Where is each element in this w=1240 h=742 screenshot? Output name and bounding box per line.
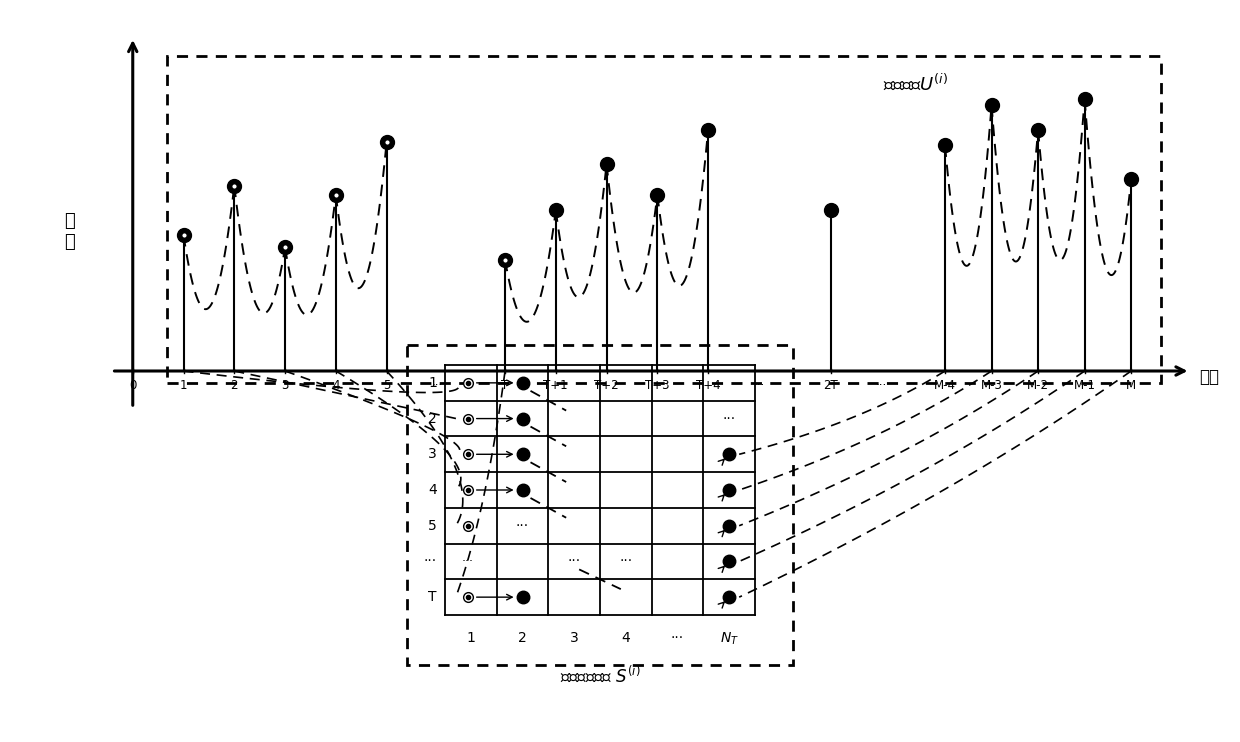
Text: ···: ··· [619,554,632,568]
Text: ···: ··· [875,378,887,392]
Text: T+4: T+4 [696,378,720,392]
Text: ···: ··· [424,554,436,568]
Text: 3: 3 [570,631,579,645]
Text: ···: ··· [753,378,765,392]
Text: 1: 1 [428,376,436,390]
Text: 3: 3 [428,447,436,462]
Text: T: T [429,590,436,604]
Text: 时间序列矩阵 $S^{(i)}$: 时间序列矩阵 $S^{(i)}$ [559,665,640,686]
Text: 样本: 样本 [1199,368,1219,386]
Text: T+3: T+3 [645,378,670,392]
Text: M-2: M-2 [1027,378,1049,392]
Text: 5: 5 [383,378,391,392]
Text: ···: ··· [671,631,684,645]
Text: 3: 3 [281,378,289,392]
Text: ···: ··· [723,412,735,426]
Text: 2: 2 [518,631,527,645]
Text: T+1: T+1 [543,378,568,392]
Text: T+2: T+2 [594,378,619,392]
Text: ···: ··· [568,554,580,568]
Text: 重构信号$U^{(i)}$: 重构信号$U^{(i)}$ [883,73,947,93]
Text: 1: 1 [466,631,475,645]
Text: ···: ··· [461,555,474,568]
Text: M-3: M-3 [981,378,1002,392]
Text: ···: ··· [432,378,443,392]
Text: 2: 2 [428,412,436,426]
Text: 1: 1 [180,378,187,392]
Text: T: T [501,378,508,392]
Text: 5: 5 [428,519,436,533]
Text: 幅
度: 幅 度 [64,212,74,252]
Text: 2: 2 [231,378,238,392]
Text: 2T: 2T [823,378,838,392]
Text: $N_T$: $N_T$ [719,631,739,648]
Text: 4: 4 [621,631,630,645]
Bar [407,345,794,665]
Text: M-1: M-1 [1074,378,1096,392]
Text: M: M [1126,378,1136,392]
Text: 0: 0 [129,378,136,392]
Text: 4: 4 [332,378,340,392]
Text: ···: ··· [516,519,529,533]
Text: M-4: M-4 [934,378,956,392]
Text: 4: 4 [428,483,436,497]
